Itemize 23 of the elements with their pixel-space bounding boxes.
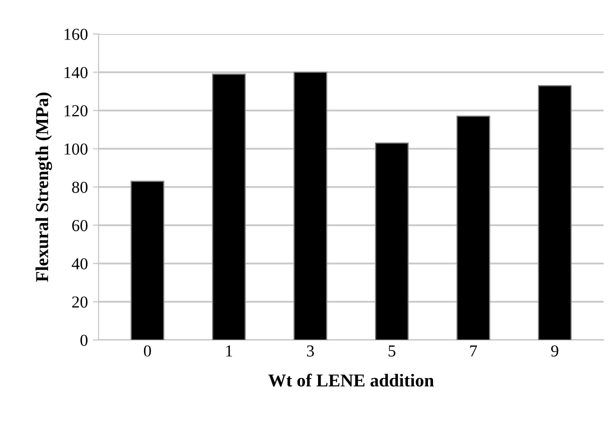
x-tick-label: 7 (470, 346, 478, 356)
x-tick-label: 1 (226, 345, 232, 356)
bar (375, 142, 409, 340)
y-tick-label: 120 (64, 105, 88, 116)
bar (456, 116, 490, 340)
y-tick-label: 60 (72, 220, 88, 232)
y-tick-label: 20 (72, 296, 88, 308)
y-tick-label: 140 (64, 66, 88, 78)
bar (212, 74, 246, 340)
bar (538, 85, 572, 340)
y-axis-title: Flexural Strength (MPa) (36, 92, 52, 282)
x-tick-label: 5 (388, 346, 396, 357)
y-tick-label: 80 (72, 182, 88, 193)
x-tick-label: 3 (307, 345, 314, 357)
y-tick-label: 0 (80, 334, 88, 346)
x-axis-title: Wt of LENE addition (268, 374, 434, 387)
x-tick-label: 9 (551, 345, 558, 357)
y-tick-label: 100 (64, 143, 88, 155)
y-tick-label: 40 (72, 258, 88, 270)
x-tick-label: 0 (144, 345, 151, 357)
bar (130, 180, 164, 340)
bar (294, 72, 328, 340)
y-tick-label: 160 (64, 28, 88, 40)
